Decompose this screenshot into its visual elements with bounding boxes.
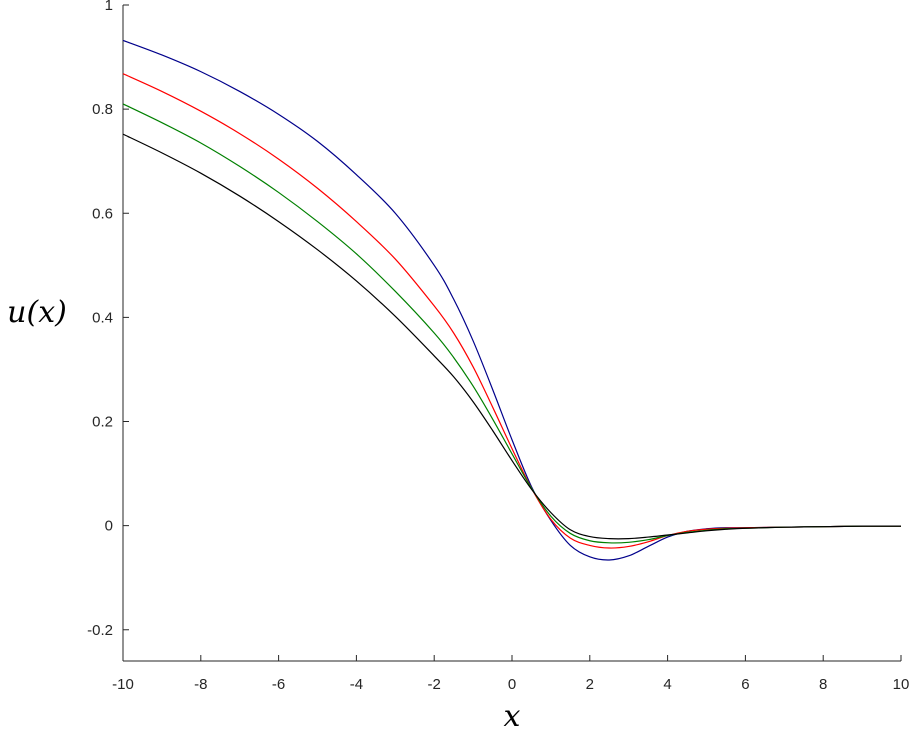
y-tick-label: 0.4 <box>92 309 113 326</box>
x-tick-label: -2 <box>428 676 441 693</box>
series-line-3 <box>122 103 902 544</box>
y-tick-label: 0.2 <box>92 414 113 431</box>
x-axis-label: x <box>504 699 521 730</box>
y-tick-label: 0.8 <box>92 101 113 118</box>
x-tick-label: -4 <box>350 676 363 693</box>
x-tick-label: 0 <box>508 676 516 693</box>
x-tick-label: 10 <box>893 676 910 693</box>
series-line-1 <box>122 39 902 561</box>
axes: -10 -8 -6 -4 -2 0 2 4 6 8 10 -0.2 0 0.2 0.4 0.6 0.8 1 <box>87 0 909 693</box>
series-layer <box>122 39 902 561</box>
y-tick-label: 1 <box>105 0 113 14</box>
x-tick-label: 4 <box>663 676 671 693</box>
y-tick-label: 0 <box>105 518 113 535</box>
series-line-2 <box>122 73 902 549</box>
x-tick-label: 8 <box>819 676 827 693</box>
x-tick-label: 6 <box>741 676 749 693</box>
x-tick-label: 2 <box>586 676 594 693</box>
y-tick-label: -0.2 <box>87 622 113 639</box>
x-tick-label: -8 <box>194 676 207 693</box>
y-tick-label: 0.6 <box>92 205 113 222</box>
y-axis-label: u(x) <box>7 295 67 330</box>
x-tick-label: -6 <box>272 676 285 693</box>
x-tick-label: -10 <box>112 676 134 693</box>
series-line-4 <box>122 133 902 540</box>
